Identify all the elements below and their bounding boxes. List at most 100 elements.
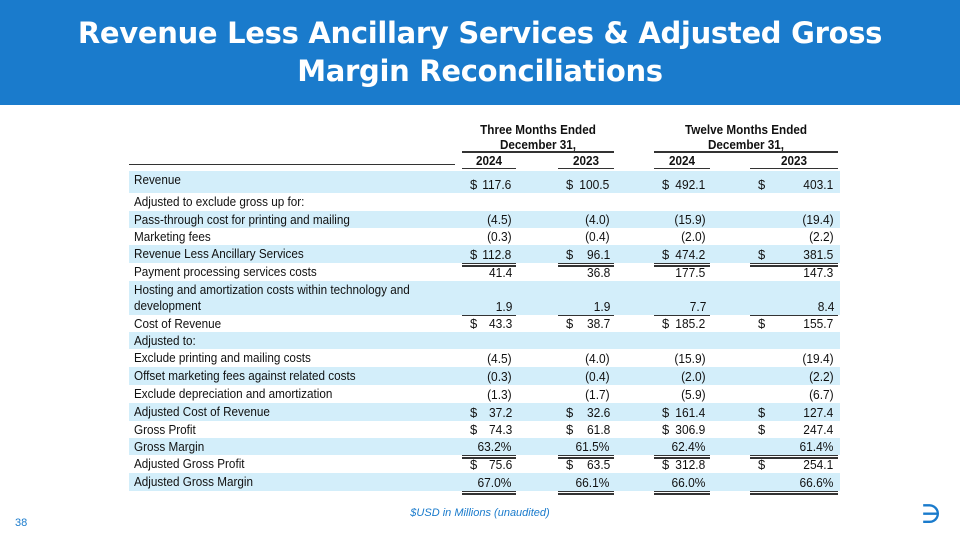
header-rule [462,151,614,153]
value-cell: 37.2 [488,405,512,420]
dollar-sign: $ [566,316,574,331]
table-row: Hosting and amortization costs within te… [129,281,840,315]
year-rule [462,168,516,169]
value-cell: 185.2 [675,316,706,331]
value-cell: 67.0% [477,475,512,490]
table-row: Revenue Less Ancillary Services $112.8 $96… [129,245,840,263]
table-row: Revenue $117.6 $100.5 $492.1 $403.1 [129,171,840,193]
page-number: 38 [15,517,28,529]
year-header: 2024 [475,153,503,168]
dollar-sign: $ [470,422,478,437]
value-cell: 1.9 [495,299,513,314]
value-cell: 7.7 [689,299,707,314]
row-label: Exclude depreciation and amortization [134,386,333,401]
value-cell: (15.9) [674,351,706,366]
table-row: Adjusted Gross Profit $75.6 $63.5 $312.8 $25… [129,455,840,473]
value-cell: 66.1% [575,475,610,490]
value-cell: (4.5) [487,212,512,227]
year-rule [654,168,710,169]
dollar-sign: $ [470,405,478,420]
value-cell: (1.3) [487,387,512,402]
dollar-sign: $ [566,247,574,262]
value-cell: (6.7) [809,387,834,402]
value-cell: 474.2 [675,247,706,262]
value-cell: 63.2% [477,439,512,454]
value-cell: (0.4) [585,369,610,384]
underline [654,455,710,456]
value-cell: 112.8 [482,247,512,262]
table-row: Payment processing services costs 41.4 36.… [129,263,840,281]
value-cell: 32.6 [586,405,610,420]
value-cell: 38.7 [586,316,610,331]
value-cell: 61.4% [799,439,834,454]
value-cell: 381.5 [803,247,834,262]
value-cell: 36.8 [586,265,610,280]
underline [654,265,710,267]
underline [558,493,614,495]
value-cell: 147.3 [803,265,834,280]
table-row: Adjusted to exclude gross up for: [129,193,840,211]
value-cell: 100.5 [579,177,610,192]
table-row: Offset marketing fees against related co… [129,367,840,385]
value-cell: 66.0% [671,475,706,490]
underline [654,315,710,316]
underline [750,265,838,267]
year-rule [558,168,614,169]
row-label: Hosting and amortization costs within te… [134,282,410,313]
underline [558,265,614,267]
dollar-sign: $ [662,177,670,192]
row-label: Payment processing services costs [134,264,317,279]
row-label: Adjusted Gross Margin [134,474,254,489]
value-cell: (2.2) [809,229,834,244]
value-cell: 127.4 [803,405,834,420]
group-header-line1: Three Months Ended [480,122,596,137]
value-cell: (5.9) [681,387,706,402]
underline [750,491,838,492]
dollar-sign: $ [662,247,670,262]
row-label: Gross Margin [134,439,205,454]
dollar-sign: $ [566,422,574,437]
value-cell: (0.4) [585,229,610,244]
dollar-sign: $ [566,177,574,192]
value-cell: 306.9 [675,422,706,437]
row-label: Cost of Revenue [134,316,222,331]
underline [750,315,838,316]
dollar-sign: $ [662,405,670,420]
row-label: Revenue Less Ancillary Services [134,246,304,261]
value-cell: (19.4) [802,351,834,366]
dollar-sign: $ [566,457,574,472]
dollar-sign: $ [470,177,478,192]
title-line-2: Margin Reconciliations [297,54,663,88]
slide-title: Revenue Less Ancillary Services & Adjust… [0,14,960,90]
header-rule [654,151,838,153]
year-header: 2023 [780,153,808,168]
row-label: Adjusted to: [134,333,196,348]
underline [750,263,838,264]
underline [558,263,614,264]
value-cell: (2.2) [809,369,834,384]
value-cell: 62.4% [671,439,706,454]
underline [462,457,516,459]
value-cell: (4.0) [585,212,610,227]
value-cell: 66.6% [799,475,834,490]
dollar-sign: $ [758,316,766,331]
title-banner [0,0,960,105]
underline [558,315,614,316]
row-label: Exclude printing and mailing costs [134,350,311,365]
value-cell: (15.9) [674,212,706,227]
underline [462,263,516,264]
value-cell: (1.7) [585,387,610,402]
underline [654,263,710,264]
dollar-sign: $ [566,405,574,420]
value-cell: 177.5 [675,265,706,280]
value-cell: (0.3) [487,369,512,384]
table-row: Exclude printing and mailing costs (4.5) (… [129,349,840,367]
value-cell: (0.3) [487,229,512,244]
value-cell: 254.1 [803,457,834,472]
year-header: 2024 [668,153,696,168]
value-cell: (2.0) [681,369,706,384]
underline [462,315,516,316]
value-cell: 61.5% [575,439,610,454]
value-cell: 43.3 [488,316,512,331]
group-header-line1: Twelve Months Ended [684,122,808,137]
